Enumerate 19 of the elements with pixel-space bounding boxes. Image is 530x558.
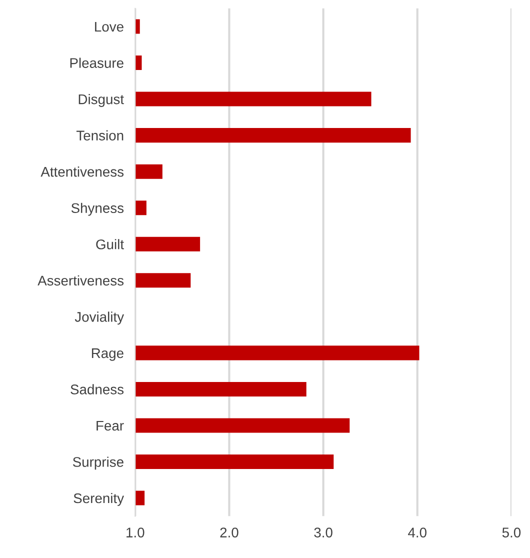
y-tick-label: Pleasure [70, 58, 124, 68]
y-tick-label: Attentiveness [40, 166, 124, 177]
x-tick-label: 3.0 [314, 528, 332, 538]
x-tick-label: 4.0 [408, 528, 426, 538]
x-tick-label: 5.0 [502, 528, 521, 538]
y-tick-label: Sadness [70, 384, 124, 394]
y-tick-label: Love [95, 22, 124, 32]
x-tick-label: 1.0 [126, 528, 144, 538]
y-tick-label: Serenity [74, 492, 124, 506]
y-tick-label: Rage [92, 348, 124, 361]
y-tick-label: Surprise [72, 456, 124, 470]
x-tick-label: 2.0 [220, 528, 238, 538]
y-tick-label: Joviality [74, 312, 124, 325]
y-tick-label: Assertiveness [38, 275, 124, 286]
y-tick-label: Shyness [71, 202, 124, 216]
y-tick-label: Disgust [78, 94, 124, 107]
y-tick-label: Guilt [96, 239, 124, 250]
y-tick-label: Fear [96, 420, 124, 431]
y-tick-label: Tension [76, 130, 124, 140]
